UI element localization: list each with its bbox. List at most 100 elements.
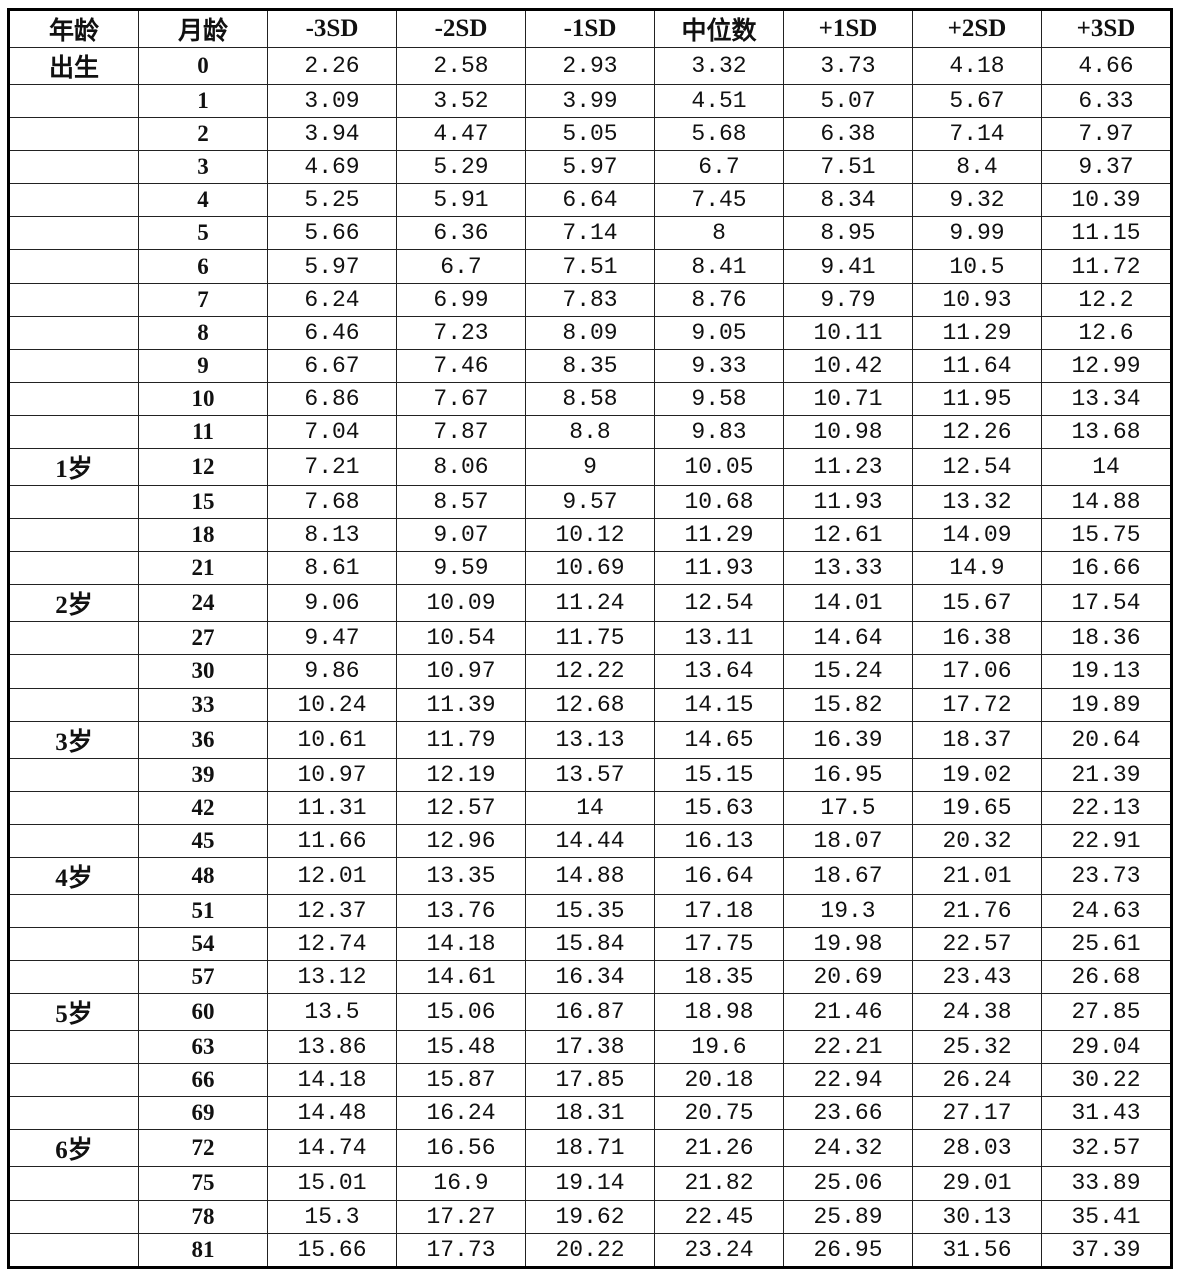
value-cell: 5.25	[267, 183, 397, 218]
table-row: 15 7.68 8.57 9.57 10.68 11.93 13.32 14.88	[8, 485, 1172, 520]
value-cell: 29.01	[912, 1166, 1042, 1201]
value-cell: 18.31	[525, 1096, 655, 1131]
age-cell	[8, 1232, 139, 1268]
column-header: +2SD	[912, 9, 1042, 48]
value-cell: 10.12	[525, 518, 655, 553]
month-cell: 30	[138, 654, 268, 689]
month-cell: 45	[138, 823, 268, 858]
month-cell: 42	[138, 790, 268, 825]
value-cell: 13.11	[654, 621, 784, 656]
age-cell	[8, 1063, 139, 1098]
age-cell	[8, 621, 139, 656]
age-cell	[8, 348, 139, 383]
value-cell: 11.23	[783, 448, 913, 487]
value-cell: 8.34	[783, 183, 913, 218]
value-cell: 12.99	[1041, 348, 1172, 383]
age-cell	[8, 1199, 139, 1234]
table-row: 5岁 60 13.5 15.06 16.87 18.98 21.46 24.38 27.85	[8, 993, 1172, 1032]
table-row: 7 6.24 6.99 7.83 8.76 9.79 10.93 12.2	[8, 282, 1172, 317]
value-cell: 10.24	[267, 687, 397, 722]
age-cell	[8, 414, 139, 450]
value-cell: 19.02	[912, 757, 1042, 792]
value-cell: 19.98	[783, 926, 913, 962]
month-cell: 12	[138, 448, 268, 487]
value-cell: 4.51	[654, 83, 784, 119]
value-cell: 30.22	[1041, 1063, 1172, 1098]
month-cell: 51	[138, 893, 268, 928]
table-row: 75 15.01 16.9 19.14 21.82 25.06 29.01 33.89	[8, 1166, 1172, 1201]
value-cell: 12.54	[654, 584, 784, 623]
value-cell: 8.58	[525, 381, 655, 416]
month-cell: 5	[138, 216, 268, 251]
value-cell: 10.11	[783, 315, 913, 350]
month-cell: 3	[138, 150, 268, 185]
value-cell: 14.18	[396, 926, 526, 962]
age-cell	[8, 1166, 139, 1201]
value-cell: 5.29	[396, 150, 526, 185]
value-cell: 17.5	[783, 790, 913, 825]
value-cell: 14.64	[783, 621, 913, 656]
month-cell: 21	[138, 551, 268, 586]
age-cell	[8, 485, 139, 520]
value-cell: 18.37	[912, 720, 1042, 759]
value-cell: 19.62	[525, 1199, 655, 1234]
value-cell: 14.09	[912, 518, 1042, 553]
value-cell: 10.93	[912, 282, 1042, 317]
age-cell: 5岁	[8, 993, 139, 1032]
value-cell: 22.13	[1041, 790, 1172, 825]
value-cell: 20.32	[912, 823, 1042, 858]
value-cell: 14.88	[525, 856, 655, 895]
table-row: 4岁 48 12.01 13.35 14.88 16.64 18.67 21.01 23.73	[8, 856, 1172, 895]
value-cell: 18.07	[783, 823, 913, 858]
month-cell: 33	[138, 687, 268, 722]
value-cell: 3.73	[783, 47, 913, 85]
value-cell: 9.47	[267, 621, 397, 656]
value-cell: 9.58	[654, 381, 784, 416]
value-cell: 14	[1041, 448, 1172, 487]
value-cell: 17.18	[654, 893, 784, 928]
month-cell: 66	[138, 1063, 268, 1098]
column-header: -2SD	[396, 9, 526, 48]
value-cell: 15.01	[267, 1166, 397, 1201]
value-cell: 9.06	[267, 584, 397, 623]
value-cell: 24.63	[1041, 893, 1172, 928]
value-cell: 15.82	[783, 687, 913, 722]
column-header: -3SD	[267, 9, 397, 48]
value-cell: 16.13	[654, 823, 784, 858]
value-cell: 15.63	[654, 790, 784, 825]
value-cell: 6.99	[396, 282, 526, 317]
age-cell	[8, 1096, 139, 1131]
age-cell	[8, 823, 139, 858]
value-cell: 12.74	[267, 926, 397, 962]
value-cell: 7.21	[267, 448, 397, 487]
month-cell: 78	[138, 1199, 268, 1234]
value-cell: 24.38	[912, 993, 1042, 1032]
table-row: 81 15.66 17.73 20.22 23.24 26.95 31.56 37.39	[8, 1232, 1172, 1268]
table-row: 45 11.66 12.96 14.44 16.13 18.07 20.32 22.91	[8, 823, 1172, 858]
value-cell: 8.57	[396, 485, 526, 520]
value-cell: 9.41	[783, 249, 913, 284]
value-cell: 19.14	[525, 1166, 655, 1201]
table-row: 54 12.74 14.18 15.84 17.75 19.98 22.57 25.61	[8, 926, 1172, 962]
age-cell: 3岁	[8, 720, 139, 759]
value-cell: 12.57	[396, 790, 526, 825]
value-cell: 12.2	[1041, 282, 1172, 317]
table-row: 63 13.86 15.48 17.38 19.6 22.21 25.32 29.04	[8, 1030, 1172, 1065]
table-row: 27 9.47 10.54 11.75 13.11 14.64 16.38 18.36	[8, 621, 1172, 656]
table-row: 9 6.67 7.46 8.35 9.33 10.42 11.64 12.99	[8, 348, 1172, 383]
age-cell: 1岁	[8, 448, 139, 487]
value-cell: 21.82	[654, 1166, 784, 1201]
value-cell: 17.27	[396, 1199, 526, 1234]
value-cell: 28.03	[912, 1129, 1042, 1168]
value-cell: 14.01	[783, 584, 913, 623]
value-cell: 8	[654, 216, 784, 251]
table-row: 4 5.25 5.91 6.64 7.45 8.34 9.32 10.39	[8, 183, 1172, 218]
value-cell: 22.91	[1041, 823, 1172, 858]
value-cell: 11.95	[912, 381, 1042, 416]
value-cell: 6.86	[267, 381, 397, 416]
value-cell: 23.24	[654, 1232, 784, 1268]
value-cell: 12.61	[783, 518, 913, 553]
age-cell	[8, 687, 139, 722]
column-header: 月龄	[138, 9, 268, 48]
value-cell: 4.69	[267, 150, 397, 185]
